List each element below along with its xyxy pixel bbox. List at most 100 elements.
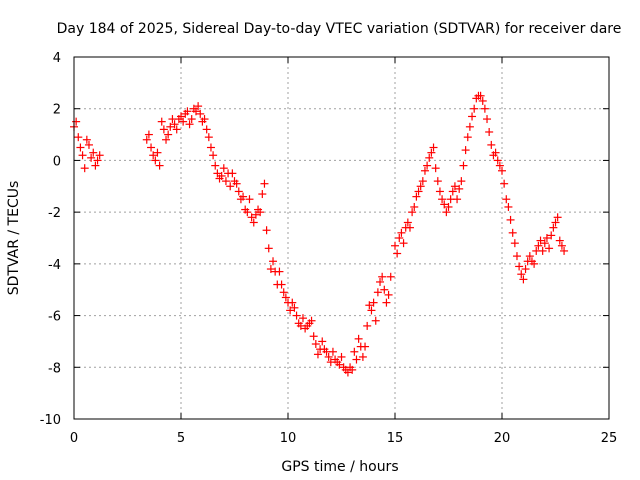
data-point [367, 306, 376, 315]
data-point [343, 368, 352, 377]
data-point [468, 112, 477, 121]
data-point [260, 179, 269, 188]
data-point [159, 125, 168, 134]
data-point [151, 156, 160, 165]
data-point [337, 352, 346, 361]
data-point [298, 314, 307, 323]
data-point [545, 244, 554, 253]
data-point [350, 347, 359, 356]
data-point [84, 140, 93, 149]
y-axis-label: SDTVAR / TECUs [6, 181, 22, 296]
data-point [555, 236, 564, 245]
data-point [450, 182, 459, 191]
data-point [534, 241, 543, 250]
data-point [504, 202, 513, 211]
data-point [177, 112, 185, 121]
data-point [465, 122, 474, 131]
data-point [416, 182, 425, 191]
data-point [530, 259, 539, 268]
data-point [275, 267, 284, 276]
data-point [309, 332, 318, 341]
data-point [179, 117, 188, 126]
data-point [256, 208, 265, 217]
data-point [318, 337, 327, 346]
data-point [183, 107, 192, 116]
data-point [277, 280, 286, 289]
data-point [290, 303, 299, 312]
data-point [191, 107, 200, 116]
data-point [463, 133, 472, 142]
data-point [213, 169, 222, 178]
data-point [221, 177, 230, 186]
data-point [386, 272, 395, 281]
data-point [93, 156, 102, 165]
data-point [91, 161, 100, 170]
data-point [82, 135, 91, 144]
data-point [226, 182, 235, 191]
data-point [515, 262, 524, 271]
data-point [408, 208, 417, 217]
data-point [204, 133, 213, 142]
data-point [480, 104, 489, 113]
data-point [281, 293, 290, 302]
data-point [153, 148, 162, 157]
data-point [508, 228, 517, 237]
data-point [219, 164, 228, 173]
data-point [442, 208, 451, 217]
data-point [399, 239, 408, 248]
data-point [470, 104, 479, 113]
data-point [440, 200, 449, 209]
data-point [506, 215, 515, 224]
data-point [395, 234, 404, 242]
data-point [500, 179, 509, 188]
x-axis-label: GPS time / hours [281, 459, 398, 475]
y-tick-label: 2 [53, 103, 61, 118]
data-point [455, 184, 464, 193]
data-point [288, 298, 297, 307]
x-tick-label: 15 [387, 431, 404, 446]
data-point [444, 202, 453, 211]
data-point [358, 352, 367, 361]
data-point [335, 360, 344, 369]
data-point [380, 285, 389, 294]
data-point [478, 96, 487, 105]
data-point [266, 265, 275, 274]
data-point [483, 115, 492, 124]
data-point [155, 161, 164, 170]
data-point [202, 125, 211, 134]
data-point [536, 236, 545, 245]
data-point [76, 143, 85, 152]
data-point [549, 223, 558, 232]
data-point [292, 311, 301, 320]
data-point [414, 187, 423, 196]
data-point [435, 187, 444, 196]
data-point [311, 340, 320, 349]
data-point [313, 350, 322, 359]
data-point [157, 117, 166, 126]
data-point [200, 115, 209, 124]
data-point [371, 316, 380, 325]
data-point [247, 213, 256, 222]
data-point [384, 290, 393, 299]
data-point [519, 275, 528, 284]
data-point [459, 161, 468, 170]
data-point [217, 171, 226, 180]
y-tick-label: -4 [48, 258, 61, 273]
data-point [166, 122, 175, 131]
data-point [164, 130, 173, 139]
y-tick-label: 0 [53, 154, 61, 169]
x-tick-label: 0 [70, 431, 78, 446]
data-point [476, 91, 485, 100]
data-point [547, 231, 556, 240]
data-point [234, 187, 243, 196]
data-point [348, 365, 357, 374]
data-point [187, 115, 196, 124]
plot-frame [73, 56, 610, 420]
data-point [403, 218, 412, 227]
data-point [307, 316, 316, 325]
data-point [72, 117, 81, 126]
x-tick-label: 5 [177, 431, 185, 446]
data-point [551, 218, 560, 227]
data-point [493, 156, 502, 165]
